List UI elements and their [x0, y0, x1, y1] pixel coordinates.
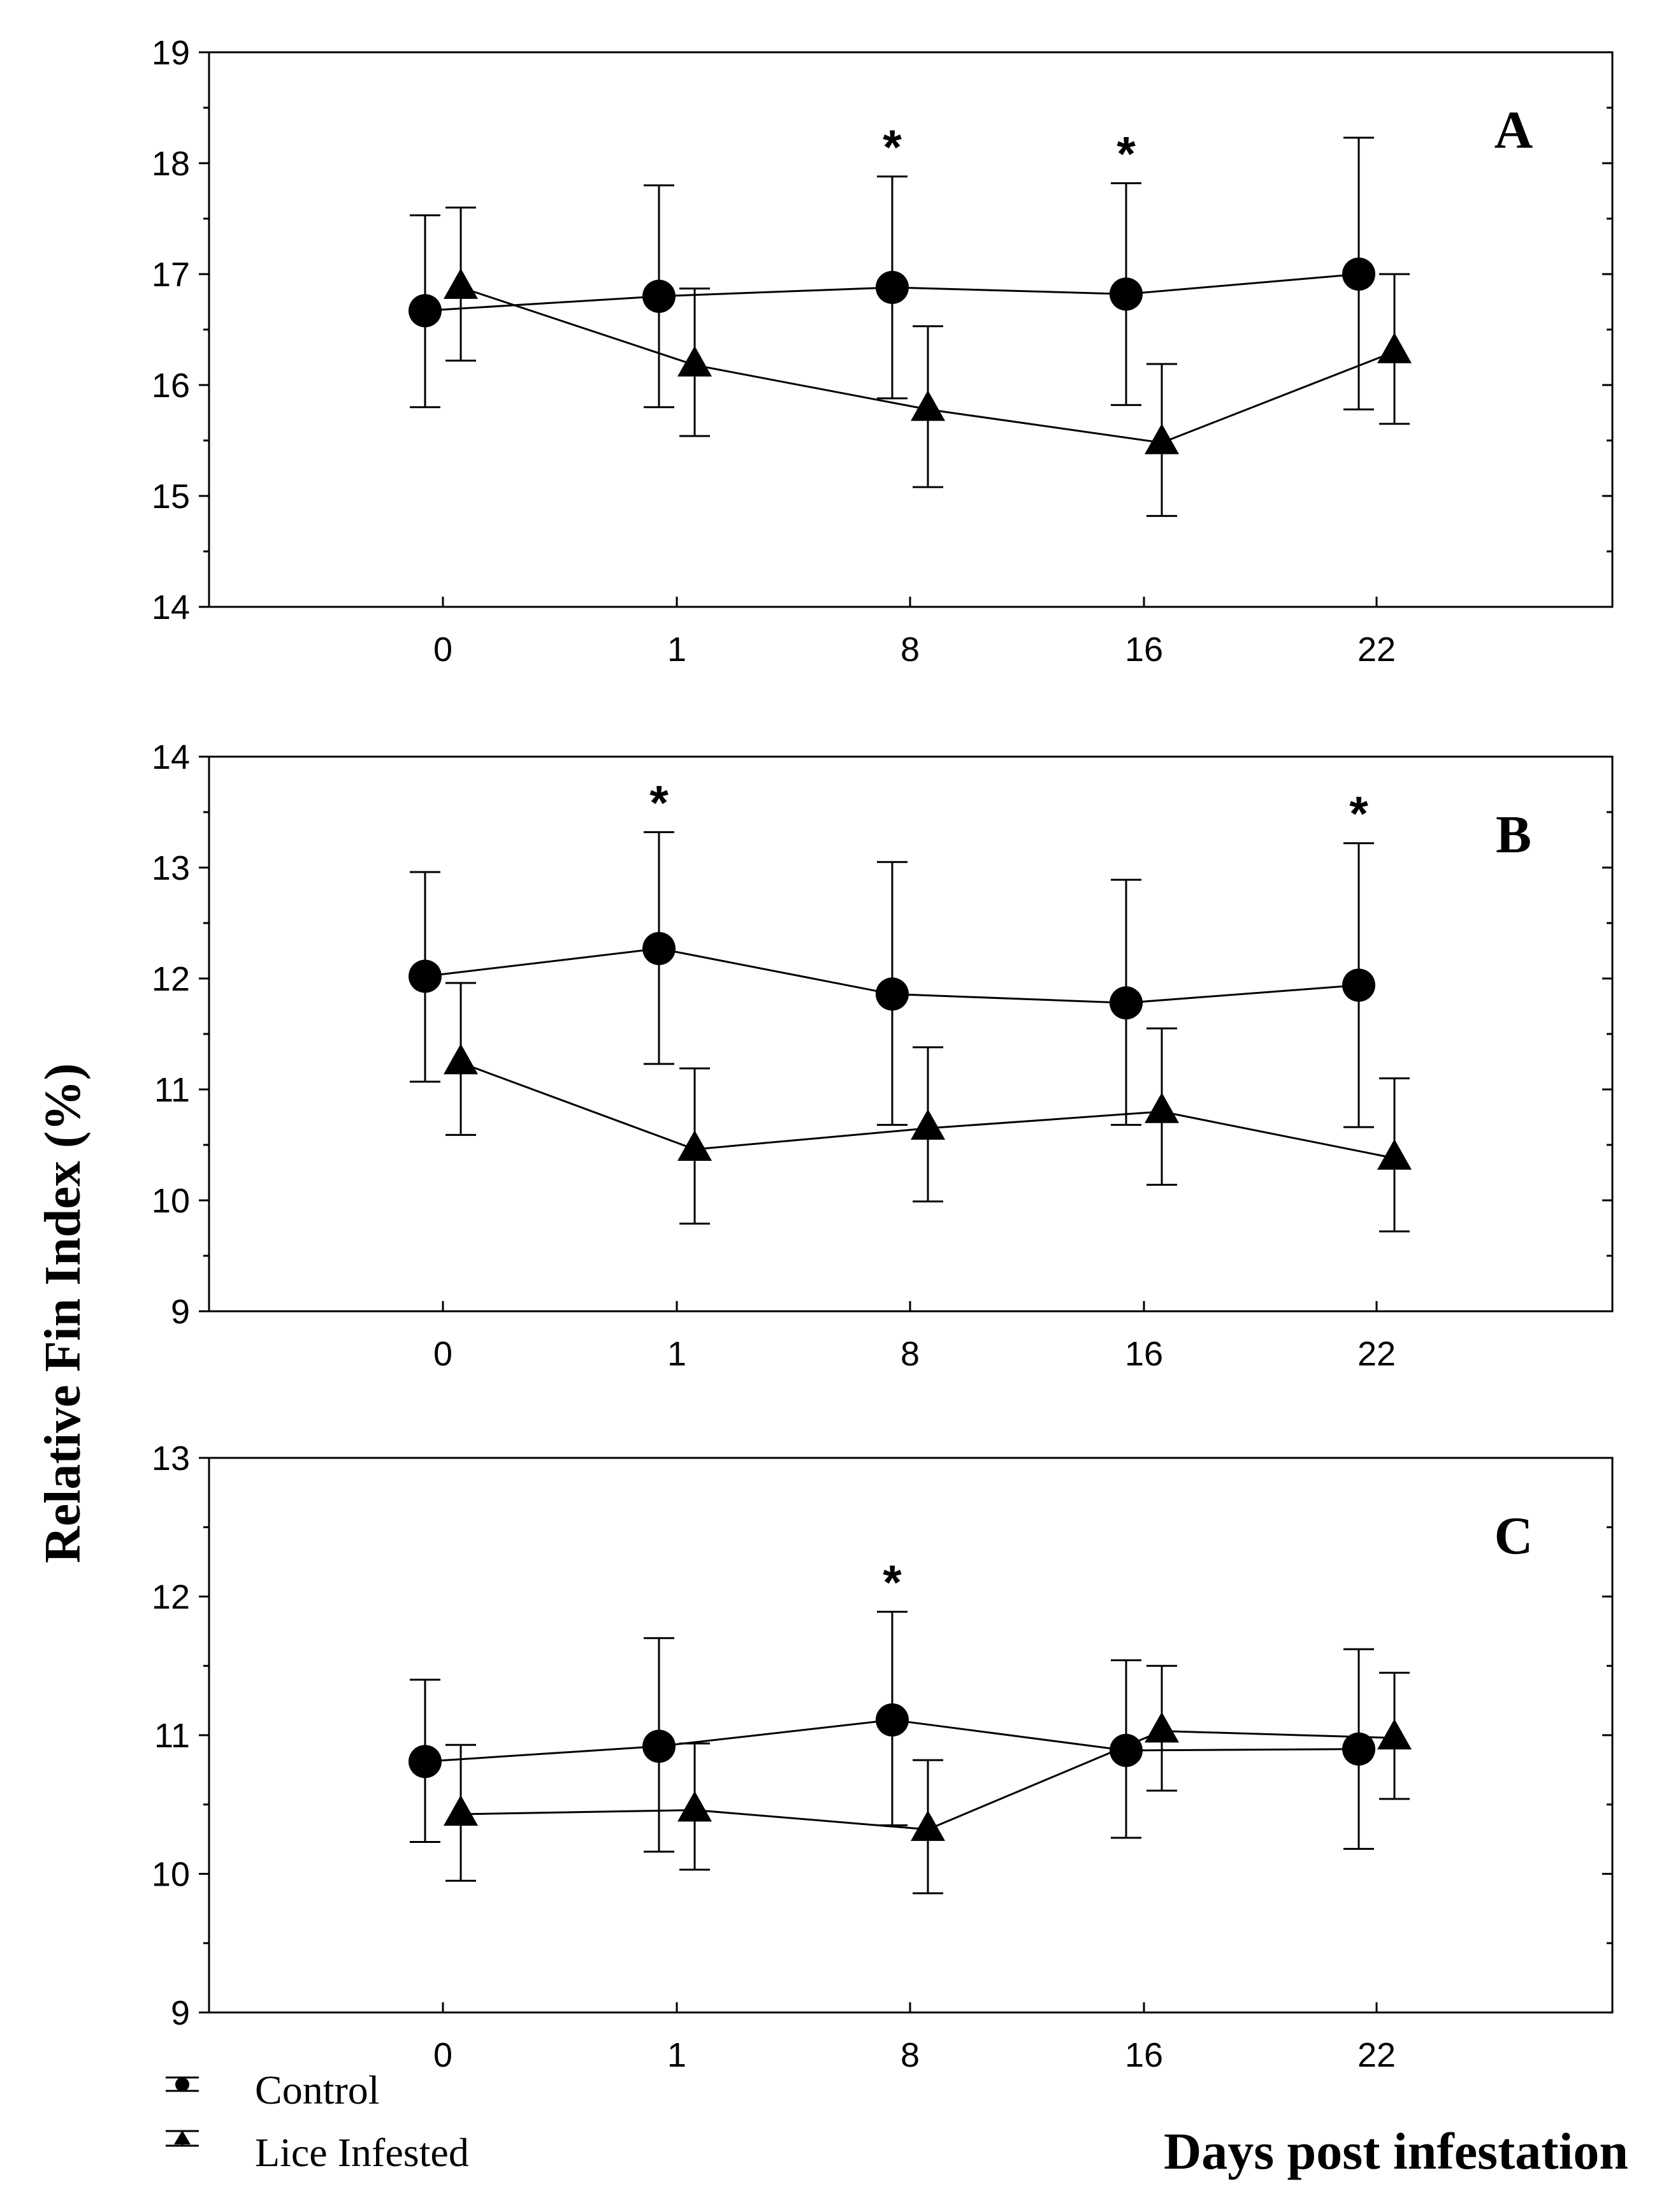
legend-lice-marker [166, 2130, 199, 2147]
data-point-control [1110, 277, 1143, 311]
data-point-control [642, 932, 676, 966]
x-tick-label-b: 1 [667, 1335, 686, 1373]
data-point-control [1342, 968, 1375, 1002]
data-point-control [642, 279, 676, 313]
plot-frame-a [208, 51, 1614, 608]
x-tick-label-a: 1 [667, 630, 686, 669]
data-point-lice-infested [911, 390, 945, 421]
data-point-control [1342, 258, 1375, 291]
data-point-lice-infested [1145, 423, 1179, 455]
y-tick-label-b: 14 [152, 738, 190, 776]
data-point-lice-infested [444, 268, 478, 299]
panel-letter-a: A [1494, 101, 1533, 160]
data-point-lice-infested [1377, 1139, 1412, 1170]
y-tick-label-b: 11 [154, 1071, 190, 1109]
data-point-control [876, 270, 909, 304]
legend-label-lice-infested: Lice Infested [255, 2130, 469, 2175]
data-point-control [409, 294, 442, 328]
legend-item-lice-infested: Lice Infested [166, 2130, 469, 2175]
y-tick-label-c: 13 [152, 1439, 190, 1478]
data-point-control [876, 977, 909, 1011]
x-tick-label-c: 1 [667, 2036, 686, 2074]
data-point-lice-infested [677, 346, 712, 377]
significance-star-a: * [883, 120, 902, 175]
data-point-lice-infested [911, 1109, 945, 1140]
x-tick-label-a: 22 [1357, 630, 1396, 669]
y-tick-label-a: 19 [152, 34, 190, 72]
panel-b: 9 10 11 12 13 14 0 1 8 16 22 * * B [152, 738, 1614, 1373]
y-tick-label-b: 10 [152, 1182, 190, 1220]
x-tick-label-a: 8 [901, 630, 920, 669]
legend-control-marker [166, 2076, 199, 2092]
data-point-lice-infested [911, 1810, 945, 1841]
data-point-control [642, 1729, 676, 1763]
legend: Control Lice Infested [166, 2067, 469, 2175]
significance-star-a: * [1117, 127, 1136, 181]
panel-letter-c: C [1494, 1506, 1533, 1566]
data-point-control [409, 1745, 442, 1779]
y-tick-label-a: 15 [152, 477, 190, 516]
y-tick-label-b: 13 [152, 849, 190, 887]
x-tick-label-c: 0 [433, 2036, 452, 2074]
y-axis-label: Relative Fin Index (%) [35, 1063, 91, 1563]
x-tick-label-a: 0 [433, 630, 452, 669]
y-tick-label-a: 16 [152, 367, 190, 405]
x-tick-label-b: 22 [1357, 1335, 1396, 1373]
legend-label-control: Control [255, 2067, 380, 2113]
x-tick-label-c: 8 [901, 2036, 920, 2074]
significance-star-b: * [649, 776, 669, 830]
y-tick-label-c: 9 [171, 1994, 190, 2032]
y-tick-label-c: 12 [152, 1578, 190, 1617]
x-tick-label-b: 8 [901, 1335, 920, 1373]
data-point-lice-infested [1377, 1719, 1412, 1750]
y-tick-label-b: 9 [171, 1293, 190, 1331]
y-tick-label-c: 11 [154, 1717, 190, 1755]
x-tick-label-b: 0 [433, 1335, 452, 1373]
data-point-lice-infested [1377, 332, 1412, 363]
x-tick-label-b: 16 [1125, 1335, 1163, 1373]
significance-star-c: * [883, 1555, 902, 1610]
data-point-lice-infested [1145, 1092, 1179, 1123]
significance-star-b: * [1349, 787, 1368, 841]
plot-frame-b [208, 755, 1614, 1313]
data-point-lice-infested [444, 1794, 478, 1826]
panel-c: 9 10 11 12 13 0 1 8 16 22 * C [152, 1439, 1614, 2074]
data-point-lice-infested [677, 1130, 712, 1161]
legend-item-control: Control [166, 2067, 380, 2113]
data-point-lice-infested [444, 1044, 478, 1075]
x-tick-label-c: 22 [1357, 2036, 1396, 2074]
data-point-lice-infested [1145, 1712, 1179, 1743]
x-tick-label-a: 16 [1125, 630, 1163, 669]
data-point-control [1342, 1732, 1375, 1766]
x-tick-label-c: 16 [1125, 2036, 1163, 2074]
data-point-control [876, 1703, 909, 1737]
y-tick-label-a: 18 [152, 145, 190, 183]
x-axis-label: Days post infestation [1164, 2122, 1628, 2180]
y-tick-label-a: 14 [152, 588, 190, 627]
y-tick-label-b: 12 [152, 960, 190, 998]
data-point-control [409, 959, 442, 993]
panel-letter-b: B [1496, 805, 1531, 864]
data-point-control [1110, 986, 1143, 1020]
y-tick-label-a: 17 [152, 256, 190, 294]
y-tick-label-c: 10 [152, 1856, 190, 1894]
data-point-lice-infested [677, 1791, 712, 1822]
